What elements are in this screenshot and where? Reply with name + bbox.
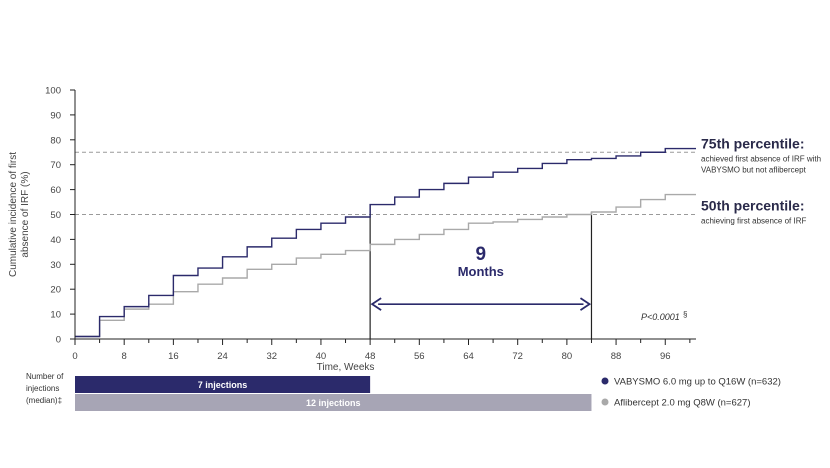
axes: 0 10 20 30 40 50 60 70 80 90 100 0 8 16 24 32 40 48 56 64 72…	[45, 86, 696, 373]
percentile-title: 75th percentile:	[701, 135, 804, 151]
drop-lines	[369, 204, 593, 339]
x-tick-label: 96	[660, 351, 671, 362]
legend-label: Aflibercept 2.0 mg Q8W (n=627)	[614, 398, 751, 409]
y-tick-label: 0	[56, 335, 61, 346]
injections-label-line: (median)‡	[26, 396, 62, 405]
arrow-head-left	[370, 297, 382, 311]
injections-bar	[75, 394, 592, 411]
x-tick-label: 8	[122, 351, 127, 362]
percentile-description: VABYSMO but not aflibercept	[701, 165, 807, 174]
series-line	[75, 147, 696, 338]
y-tick-label: 10	[50, 310, 61, 321]
legend-marker	[601, 377, 609, 385]
x-axis-title: Time, Weeks	[317, 362, 375, 373]
x-tick-label: 56	[414, 351, 425, 362]
y-axis-title: Cumulative incidence of first absence of …	[8, 152, 31, 277]
x-tick-label: 0	[72, 351, 77, 362]
legend-marker	[601, 398, 609, 406]
injections-panel: Number of injections (median)‡ 7 injections…	[26, 372, 781, 411]
x-tick-label: 32	[266, 351, 277, 362]
legend-label: VABYSMO 6.0 mg up to Q16W (n=632)	[614, 377, 781, 388]
x-tick-label: 64	[463, 351, 474, 362]
x-tick-label: 80	[562, 351, 573, 362]
y-axis-title-line: absence of IRF (%)	[20, 171, 31, 257]
percentile-title: 50th percentile:	[701, 198, 804, 214]
x-tick-label: 72	[512, 351, 523, 362]
y-tick-label: 30	[50, 260, 61, 271]
y-tick-label: 50	[50, 210, 61, 221]
x-tick-label: 88	[611, 351, 622, 362]
y-axis-title-line: Cumulative incidence of first	[8, 152, 19, 277]
injections-bar-label: 12 injections	[306, 398, 361, 408]
x-tick-label: 24	[217, 351, 228, 362]
series-line	[75, 193, 696, 338]
y-tick-label: 70	[50, 160, 61, 171]
injections-bar	[75, 376, 371, 393]
y-tick-label: 100	[45, 86, 61, 97]
p-value: P<0.0001	[641, 312, 680, 322]
reference-lines: 75th percentile: achieved first absence o…	[75, 135, 821, 226]
y-tick-label: 90	[50, 110, 61, 121]
arrow-head-right	[579, 297, 592, 311]
percentile-description: achieved first absence of IRF with	[701, 154, 821, 163]
percentile-description: achieving first absence of IRF	[701, 217, 806, 226]
y-tick-label: 40	[50, 235, 61, 246]
y-tick-label: 60	[50, 185, 61, 196]
injections-label-line: injections	[26, 384, 59, 393]
injections-bar-label: 7 injections	[198, 380, 248, 390]
y-tick-label: 20	[50, 285, 61, 296]
p-value-footnote-mark: §	[683, 310, 687, 319]
x-tick-label: 16	[168, 351, 179, 362]
months-word: Months	[458, 264, 504, 279]
series-group	[75, 147, 696, 338]
x-tick-label: 40	[316, 351, 327, 362]
x-tick-label: 48	[365, 351, 376, 362]
y-tick-label: 80	[50, 135, 61, 146]
months-number: 9	[476, 244, 487, 265]
injections-label-line: Number of	[26, 372, 64, 381]
